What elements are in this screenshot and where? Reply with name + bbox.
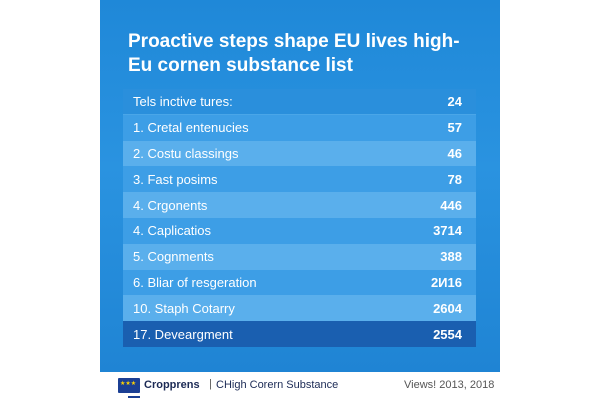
table-row: 17. Deveargment 2554 — [123, 321, 476, 347]
table-row: 10. Staph Cotarry 2604 — [123, 295, 476, 322]
header-value: 24 — [447, 93, 462, 109]
row-value: 78 — [447, 171, 462, 187]
footer-separator: | — [209, 378, 212, 390]
substance-table: Tels inctive tures: 24 1. Cretal entenuc… — [123, 89, 476, 347]
row-value: 446 — [440, 197, 462, 213]
row-value: 2554 — [433, 326, 462, 342]
footer-views: Views! 2013, 2018 — [404, 379, 495, 391]
page-title: Proactive steps shape EU lives high- Eu … — [128, 30, 488, 78]
footer-bar — [0, 372, 600, 400]
row-label: 3. Fast posims — [133, 171, 218, 187]
footer-brand: Cropprens — [144, 379, 200, 391]
title-line-2: Eu cornen substance list — [128, 55, 353, 76]
eu-flag-icon — [118, 378, 140, 393]
row-value: 2604 — [433, 300, 462, 316]
title-line-1: Proactive steps shape EU lives high- — [128, 31, 460, 52]
row-value: 3714 — [433, 223, 462, 239]
table-row: 3. Fast posims 78 — [123, 166, 476, 193]
table-row: 6. Bliar of resgeration 2И16 — [123, 269, 476, 296]
table-row: 4. Caplicatios 3714 — [123, 217, 476, 244]
table-row: 4. Crgonents 446 — [123, 192, 476, 218]
row-label: 1. Cretal entenucies — [133, 120, 249, 136]
row-label: 5. Cognments — [133, 249, 214, 265]
row-value: 46 — [447, 145, 462, 161]
row-value: 2И16 — [430, 274, 462, 290]
main-panel: Proactive steps shape EU lives high- Eu … — [100, 0, 500, 372]
row-value: 57 — [447, 120, 462, 136]
row-label: 6. Bliar of resgeration — [133, 274, 257, 290]
table-row: 2. Costu classings 46 — [123, 140, 476, 167]
row-label: 4. Caplicatios — [133, 223, 212, 239]
table-row: 1. Cretal entenucies 57 — [123, 114, 476, 141]
table-header-row: Tels inctive tures: 24 — [123, 89, 476, 115]
flag-underline-decoration — [128, 396, 140, 398]
header-label: Tels inctive tures: — [133, 93, 233, 109]
row-label: 2. Costu classings — [133, 145, 239, 161]
table-row: 5. Cognments 388 — [123, 243, 476, 270]
row-label: 17. Deveargment — [133, 326, 233, 342]
footer-subtitle: CHigh Corern Substance — [216, 379, 339, 391]
row-label: 4. Crgonents — [133, 197, 208, 213]
row-value: 388 — [440, 249, 462, 265]
row-label: 10. Staph Cotarry — [133, 300, 235, 316]
